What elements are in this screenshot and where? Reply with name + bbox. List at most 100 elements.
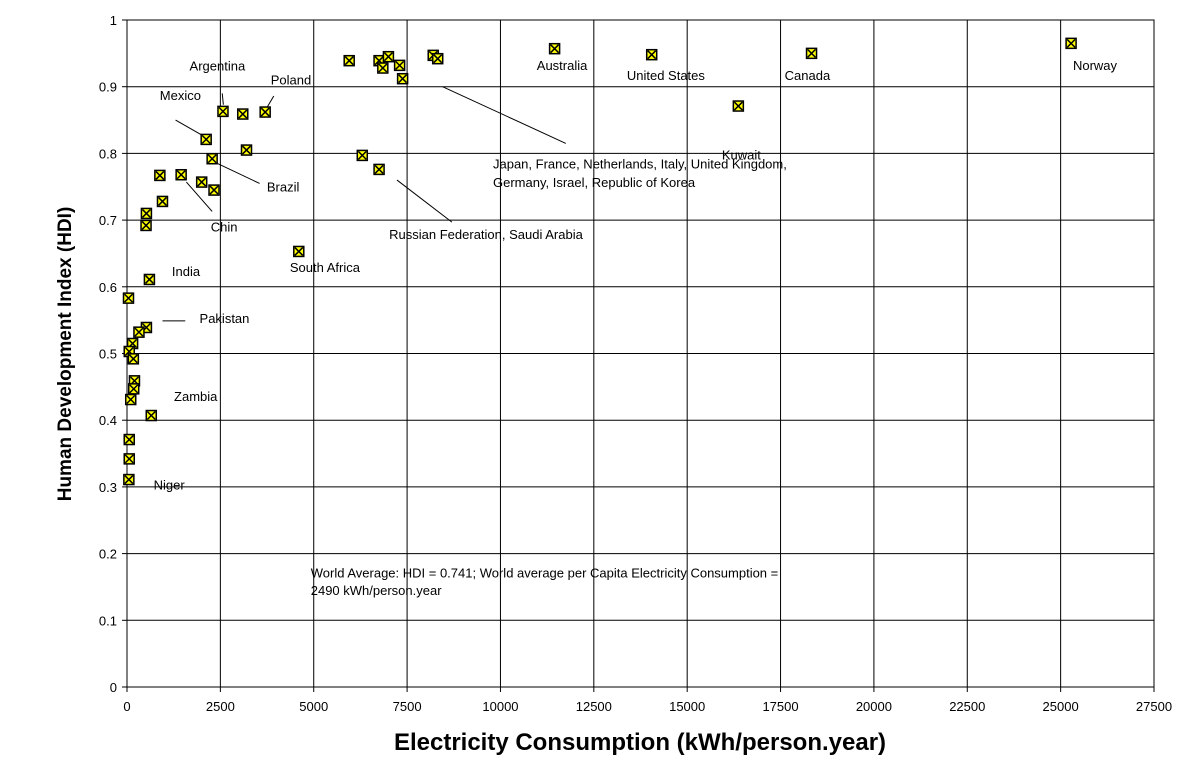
annotation-label: Norway <box>1073 58 1118 73</box>
data-point <box>195 176 208 188</box>
point-marker-cross <box>378 63 388 73</box>
point-marker-cross <box>146 411 156 421</box>
data-point <box>123 453 135 465</box>
annotation-label: United States <box>627 68 706 83</box>
data-point <box>240 144 253 156</box>
point-marker-cross <box>124 435 134 445</box>
x-axis-ticks: 0 2500 5000 7500 10000 12500 15000 17500 20000 22… <box>123 687 1172 714</box>
y-tick-label: 1 <box>110 13 117 28</box>
x-tick-label: 7500 <box>393 699 422 714</box>
data-point <box>377 62 389 74</box>
data-point <box>124 393 137 406</box>
data-point <box>293 245 305 258</box>
y-tick-label: 0.7 <box>99 213 117 228</box>
leader-line <box>396 179 453 223</box>
y-tick-label: 0.5 <box>99 347 117 362</box>
data-point <box>217 105 229 118</box>
x-tick-label: 22500 <box>949 699 985 714</box>
data-point <box>133 326 145 338</box>
point-marker-cross <box>357 150 367 160</box>
y-tick-label: 0.2 <box>99 547 117 562</box>
point-marker-cross <box>197 177 207 187</box>
data-point <box>548 42 561 55</box>
point-marker-cross <box>129 384 139 394</box>
annotation-label: World Average: HDI = 0.741; World averag… <box>311 566 779 581</box>
point-marker-cross <box>733 101 743 111</box>
point-marker-cross <box>126 394 136 405</box>
data-point <box>396 72 409 85</box>
data-point <box>123 473 135 486</box>
point-marker-cross <box>207 154 217 164</box>
x-tick-label: 10000 <box>482 699 518 714</box>
annotation-label: Brazil <box>267 179 300 194</box>
leader-line <box>221 93 224 105</box>
point-marker-cross <box>647 50 657 60</box>
data-point <box>645 48 658 61</box>
y-tick-label: 0.4 <box>99 413 117 428</box>
y-tick-label: 0.1 <box>99 613 117 628</box>
annotation-label: Pakistan <box>200 311 250 326</box>
y-tick-label: 0.3 <box>99 480 117 495</box>
annotation-label: South Africa <box>290 260 361 275</box>
annotation-label: Poland <box>271 73 311 88</box>
point-marker-cross <box>395 60 405 70</box>
point-marker-cross <box>124 454 134 464</box>
annotation-label: Germany, Israel, Republic of Korea <box>493 175 696 190</box>
grid <box>126 19 1155 688</box>
data-point <box>393 59 406 72</box>
point-marker-cross <box>433 54 443 64</box>
y-tick-label: 0.9 <box>99 80 117 95</box>
leader-line <box>266 95 275 107</box>
annotations: Norway Canada United States Australia Kuwait… <box>154 58 1118 598</box>
y-tick-label: 0 <box>110 680 117 695</box>
point-marker-cross <box>374 56 384 66</box>
annotation-label: Japan, France, Netherlands, Italy, Unite… <box>493 157 787 172</box>
point-marker-cross <box>124 346 134 357</box>
data-point <box>1065 37 1077 50</box>
data-point <box>237 108 249 120</box>
y-tick-label: 0.8 <box>99 146 117 161</box>
x-tick-label: 5000 <box>299 699 328 714</box>
point-marker-cross <box>383 52 393 62</box>
point-marker-cross <box>218 106 228 116</box>
x-tick-label: 15000 <box>669 699 705 714</box>
annotation-label: India <box>172 264 201 279</box>
x-tick-label: 17500 <box>762 699 798 714</box>
x-tick-label: 2500 <box>206 699 235 714</box>
data-point <box>122 292 135 304</box>
point-marker-cross <box>1066 38 1076 48</box>
annotation-label: Canada <box>785 68 831 83</box>
leader-line <box>175 119 204 137</box>
data-point <box>208 184 220 196</box>
x-tick-label: 0 <box>123 699 130 714</box>
point-marker-cross <box>550 44 560 54</box>
annotation-label: Russian Federation, Saudi Arabia <box>389 227 583 242</box>
point-marker-cross <box>144 274 154 284</box>
point-marker-cross <box>238 109 248 119</box>
annotation-label: 2490 kWh/person.year <box>311 583 442 598</box>
data-point <box>145 409 158 422</box>
data-point <box>175 168 187 181</box>
data-point <box>732 100 745 112</box>
point-marker-cross <box>128 354 138 364</box>
data-point <box>382 50 395 63</box>
data-point <box>356 149 369 162</box>
point-marker-cross <box>124 475 134 485</box>
data-point <box>259 106 271 118</box>
point-marker-cross <box>294 246 304 256</box>
data-point <box>431 52 444 65</box>
point-marker-cross <box>141 208 151 218</box>
point-marker-cross <box>123 293 134 303</box>
annotation-label: Argentina <box>190 59 246 74</box>
data-point <box>140 207 153 220</box>
point-marker-cross <box>807 48 817 58</box>
data-point <box>154 169 166 182</box>
annotation-label: Australia <box>537 58 588 73</box>
data-point <box>127 353 140 365</box>
data-point <box>206 152 218 165</box>
x-tick-label: 27500 <box>1136 699 1172 714</box>
point-marker-cross <box>141 220 151 230</box>
point-marker-cross <box>209 185 219 195</box>
